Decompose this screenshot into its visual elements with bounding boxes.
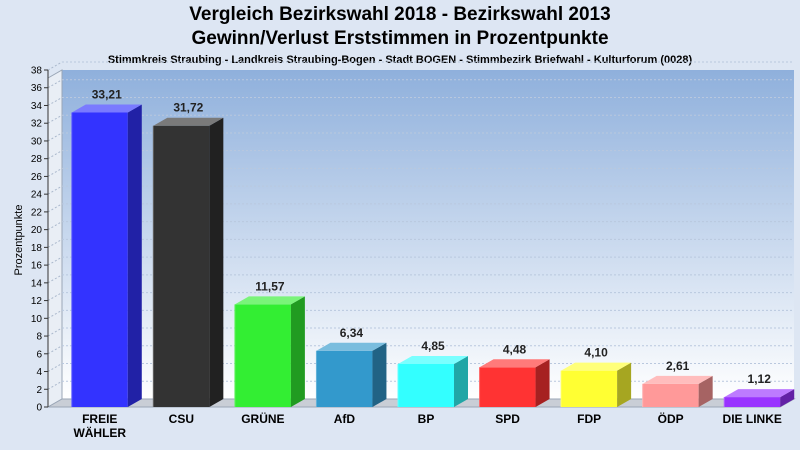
gridline-side bbox=[47, 114, 63, 124]
bar-1: 33,21 bbox=[71, 87, 142, 407]
x-tick-label: GRÜNE bbox=[241, 411, 284, 426]
gridline-side bbox=[47, 61, 63, 71]
gridline-side bbox=[47, 256, 63, 266]
bar-front bbox=[642, 383, 699, 407]
gridline-side bbox=[47, 380, 63, 390]
bar-value-label: 4,85 bbox=[421, 339, 445, 353]
y-tick-label: 36 bbox=[31, 83, 43, 94]
bar-front bbox=[561, 370, 618, 407]
bar-side bbox=[372, 342, 387, 407]
bar-front bbox=[153, 125, 210, 407]
y-tick-label: 22 bbox=[31, 207, 43, 218]
bar-top bbox=[724, 389, 795, 398]
gridline-side bbox=[47, 203, 63, 213]
y-tick-label: 10 bbox=[31, 314, 43, 325]
bar-value-label: 33,21 bbox=[92, 87, 122, 101]
y-tick-label: 14 bbox=[31, 278, 43, 289]
bar-side bbox=[454, 355, 468, 407]
bar-front bbox=[479, 367, 536, 407]
chart-title-line2: Gewinn/Verlust Erststimmen in Prozentpun… bbox=[191, 28, 609, 49]
gridline-side bbox=[47, 132, 63, 142]
bar-side bbox=[535, 359, 550, 407]
y-tick-label: 4 bbox=[36, 367, 42, 378]
bar-front bbox=[234, 304, 291, 407]
y-tick-label: 24 bbox=[31, 190, 43, 201]
y-tick-label: 32 bbox=[31, 119, 43, 130]
bar-4: 6,34 bbox=[315, 326, 387, 407]
x-tick-label: SPD bbox=[495, 412, 520, 426]
bar-front bbox=[71, 112, 128, 407]
y-tick-label: 12 bbox=[31, 296, 43, 307]
y-tick-label: 38 bbox=[31, 66, 43, 77]
gridline-side bbox=[47, 292, 63, 302]
y-tick-label: 8 bbox=[36, 332, 42, 343]
gridline-side bbox=[47, 363, 63, 372]
bar-top bbox=[642, 375, 713, 384]
bar-side bbox=[780, 389, 795, 407]
chart-title: Vergleich Bezirkswahl 2018 - Bezirkswahl… bbox=[189, 4, 611, 25]
bar-top bbox=[479, 359, 550, 368]
bar-value-label: 4,10 bbox=[584, 346, 608, 360]
y-tick-label: 18 bbox=[31, 243, 43, 254]
bar-9: 1,12 bbox=[723, 372, 795, 407]
gridline-side bbox=[47, 150, 63, 160]
bar-side bbox=[698, 375, 713, 407]
y-tick-label: 20 bbox=[31, 225, 43, 236]
x-tick-label: DIE LINKE bbox=[723, 412, 782, 426]
bar-value-label: 1,12 bbox=[748, 372, 772, 386]
gridline-side bbox=[47, 345, 63, 355]
x-tick-label: CSU bbox=[169, 412, 194, 426]
gridline-side bbox=[47, 274, 63, 284]
x-tick-label: FREIE WÄHLER bbox=[73, 412, 126, 440]
gridline-side bbox=[47, 238, 63, 248]
bar-side bbox=[127, 104, 142, 407]
bar-5: 4,85 bbox=[397, 339, 468, 407]
bar-top bbox=[153, 117, 224, 126]
bar-top bbox=[561, 362, 632, 371]
bar-8: 2,61 bbox=[642, 359, 713, 407]
gridline-side bbox=[47, 79, 63, 89]
gridline-side bbox=[47, 185, 63, 195]
bar-7: 4,10 bbox=[560, 346, 632, 407]
x-tick-label: ÖDP bbox=[658, 411, 684, 426]
gridline-side bbox=[47, 97, 63, 106]
x-tick-label: FDP bbox=[577, 412, 601, 426]
bar-side bbox=[209, 117, 224, 407]
bar-3: 11,57 bbox=[234, 279, 305, 407]
bar-2: 31,72 bbox=[152, 101, 224, 407]
y-tick-label: 28 bbox=[31, 154, 43, 165]
bar-value-label: 6,34 bbox=[340, 326, 364, 340]
bar-front bbox=[724, 397, 781, 407]
bar-side bbox=[290, 296, 305, 407]
y-tick-label: 16 bbox=[31, 261, 43, 272]
plot-side-wall bbox=[47, 69, 63, 408]
y-tick-label: 0 bbox=[36, 403, 42, 414]
bar-top bbox=[234, 296, 305, 305]
y-tick-label: 26 bbox=[31, 172, 43, 183]
bar-6: 4,48 bbox=[479, 342, 550, 407]
y-tick-label: 30 bbox=[31, 136, 43, 147]
bar-value-label: 2,61 bbox=[666, 359, 690, 373]
gridline-side bbox=[47, 327, 63, 337]
bar-value-label: 31,72 bbox=[173, 101, 203, 115]
y-tick-label: 2 bbox=[36, 385, 42, 396]
gridline-side bbox=[47, 221, 63, 231]
gridline-side bbox=[47, 167, 63, 177]
bar-front bbox=[316, 350, 373, 407]
bar-top bbox=[71, 104, 142, 113]
bar-value-label: 11,57 bbox=[255, 279, 285, 293]
bar-side bbox=[617, 362, 632, 407]
y-axis-label: Prozentpunkte bbox=[13, 205, 25, 276]
gridline-side bbox=[47, 309, 63, 319]
bar-top bbox=[398, 355, 468, 364]
bar-value-label: 4,48 bbox=[503, 342, 527, 356]
bar-front bbox=[398, 363, 454, 407]
chart-subtitle: Stimmkreis Straubing - Landkreis Straubi… bbox=[107, 54, 693, 66]
x-tick-label: BP bbox=[418, 412, 435, 426]
bar-top bbox=[316, 342, 387, 351]
y-tick-label: 6 bbox=[36, 349, 42, 360]
y-tick-label: 34 bbox=[31, 101, 43, 112]
x-tick-label: AfD bbox=[334, 412, 356, 426]
